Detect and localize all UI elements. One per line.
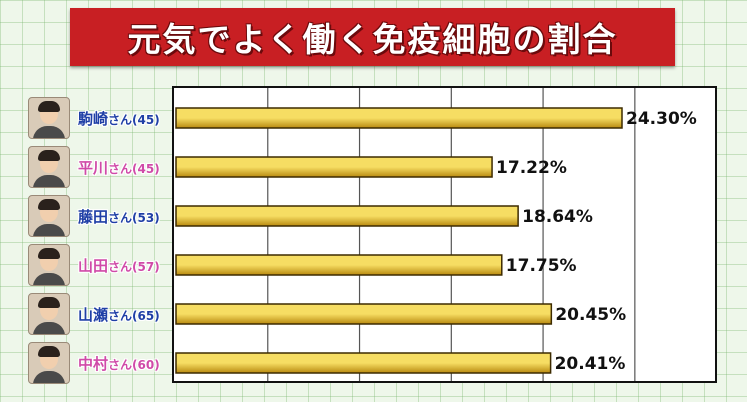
person-name-suffix: さん(57): [108, 259, 160, 274]
row-label: 中村さん(60): [28, 339, 173, 387]
chart-title: 元気でよく働く免疫細胞の割合: [127, 20, 618, 59]
person-photo-icon: [28, 195, 70, 237]
gridlines: [267, 88, 636, 381]
bar: [175, 254, 503, 276]
row-label: 藤田さん(53): [28, 192, 173, 240]
row-label: 平川さん(45): [28, 143, 173, 191]
person-photo-icon: [28, 244, 70, 286]
bar-value-label: 17.22%: [496, 158, 567, 178]
person-name-suffix: さん(45): [108, 112, 160, 127]
row-label: 山瀬さん(65): [28, 290, 173, 338]
value-labels: 24.30% 17.22% 18.64% 17.75% 20.45% 20.41%: [496, 109, 697, 374]
bar: [175, 352, 552, 374]
person-name: 駒崎さん(45): [78, 108, 160, 129]
plot-area: [172, 86, 717, 383]
bar-value-label: 20.45%: [555, 305, 626, 325]
person-name: 藤田さん(53): [78, 206, 160, 227]
row-label: 山田さん(57): [28, 241, 173, 289]
person-name-main: 山瀬: [78, 305, 109, 324]
person-name: 山田さん(57): [78, 255, 160, 276]
bar: [175, 303, 553, 325]
person-name-main: 平川: [78, 158, 109, 177]
bar-value-label: 17.75%: [506, 256, 577, 276]
person-name: 山瀬さん(65): [78, 304, 160, 325]
row-label: 駒崎さん(45): [28, 94, 173, 142]
person-name-suffix: さん(65): [108, 308, 160, 323]
person-photo-icon: [28, 293, 70, 335]
person-name-main: 中村: [78, 354, 109, 373]
bar-series: [175, 107, 623, 374]
bar-value-label: 18.64%: [522, 207, 593, 227]
bar-value-label: 24.30%: [626, 109, 697, 129]
person-photo-icon: [28, 97, 70, 139]
person-name-suffix: さん(53): [108, 210, 160, 225]
person-photo-icon: [28, 146, 70, 188]
title-banner: 元気でよく働く免疫細胞の割合: [70, 8, 675, 66]
bar: [175, 107, 623, 129]
person-name: 平川さん(45): [78, 157, 160, 178]
person-name-main: 山田: [78, 256, 109, 275]
bar: [175, 156, 493, 178]
person-photo-icon: [28, 342, 70, 384]
bar: [175, 205, 519, 227]
person-name: 中村さん(60): [78, 353, 160, 374]
person-name-main: 駒崎: [78, 109, 109, 128]
person-name-suffix: さん(45): [108, 161, 160, 176]
person-name-main: 藤田: [78, 207, 109, 226]
bar-value-label: 20.41%: [555, 354, 626, 374]
person-name-suffix: さん(60): [108, 357, 160, 372]
